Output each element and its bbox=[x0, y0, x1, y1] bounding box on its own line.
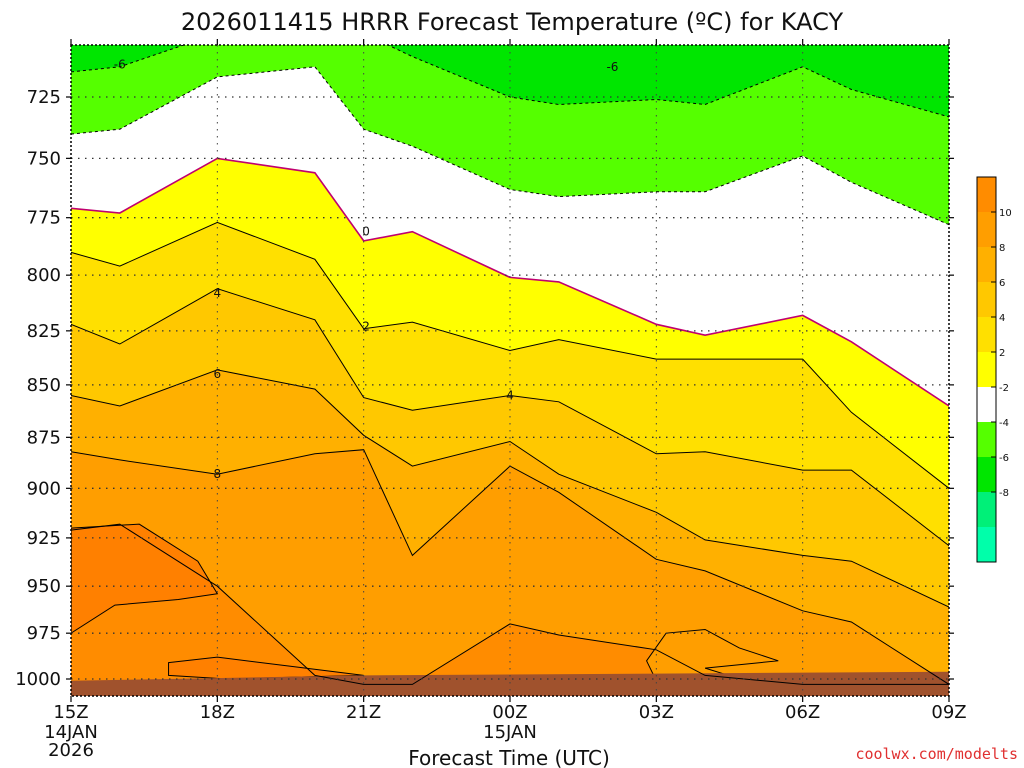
colorbar-swatch bbox=[977, 527, 996, 562]
axes: 725 750 775 800 825 850 875 900 925 950 975 1000 15Z… bbox=[15, 39, 967, 761]
x-tick-sublabel: 2026 bbox=[48, 740, 94, 761]
x-tick-sublabel: 14JAN bbox=[44, 722, 98, 743]
y-tick-label: 825 bbox=[27, 321, 61, 342]
contour-label: 0 bbox=[362, 225, 370, 239]
colorbar-tick-label: 2 bbox=[999, 348, 1005, 359]
colorbar-swatch bbox=[977, 212, 996, 247]
contour-label: 4 bbox=[214, 286, 222, 300]
isotherm-10 bbox=[71, 523, 949, 685]
y-tick-label: 800 bbox=[27, 265, 61, 286]
y-tick-label: 1000 bbox=[15, 669, 61, 690]
contour-label: 2 bbox=[362, 319, 370, 333]
x-tick-label: 09Z bbox=[931, 702, 966, 723]
credit-link[interactable]: coolwx.com/modelts bbox=[855, 745, 1018, 763]
isotherm-6 bbox=[71, 369, 949, 608]
x-tick-label: 06Z bbox=[785, 702, 820, 723]
colorbar-tick-label: 8 bbox=[999, 243, 1005, 254]
colorbar-swatch bbox=[977, 282, 996, 317]
chart-title: 2026011415 HRRR Forecast Temperature (ºC… bbox=[181, 8, 844, 36]
y-tick-label: 950 bbox=[27, 576, 61, 597]
colorbar-tick-label: -6 bbox=[999, 453, 1009, 464]
colorbar-swatch bbox=[977, 422, 996, 457]
warm-pocket-12 bbox=[71, 523, 219, 634]
colorbar-tick-label: -2 bbox=[999, 383, 1009, 394]
isotherm-2 bbox=[71, 221, 949, 489]
y-tick-label: 750 bbox=[27, 148, 61, 169]
colorbar: 10 8 6 4 2 -2 -4 -6 -8 bbox=[976, 176, 1012, 563]
y-tick-label: 775 bbox=[27, 208, 61, 229]
colorbar-swatch bbox=[977, 492, 996, 527]
colorbar-tick-label: 6 bbox=[999, 278, 1005, 289]
y-tick-label: 725 bbox=[27, 87, 61, 108]
contour-label: 8 bbox=[214, 467, 222, 481]
contour-label: 6 bbox=[214, 367, 222, 381]
colorbar-frame bbox=[976, 176, 997, 563]
y-tick-label: 975 bbox=[27, 623, 61, 644]
x-tick-label: 21Z bbox=[346, 702, 381, 723]
x-tick-label: 15Z bbox=[53, 702, 88, 723]
x-tick-label: 18Z bbox=[200, 702, 235, 723]
x-tick-sublabel: 15JAN bbox=[483, 722, 537, 743]
colorbar-tick-label: 4 bbox=[999, 313, 1005, 324]
x-axis-label: Forecast Time (UTC) bbox=[408, 746, 610, 768]
y-tick-label: 900 bbox=[27, 478, 61, 499]
y-tick-label: 850 bbox=[27, 375, 61, 396]
overlay-layer: -6 0 2 4 4 6 8 -6 bbox=[71, 45, 949, 696]
band-8-10 bbox=[71, 449, 949, 696]
colorbar-tick-label: 10 bbox=[999, 208, 1012, 219]
contour-label: 4 bbox=[506, 388, 514, 402]
contour-label: -6 bbox=[606, 60, 618, 74]
colorbar-swatch bbox=[977, 247, 996, 282]
colorbar-swatch bbox=[977, 457, 996, 492]
y-tick-label: 875 bbox=[27, 427, 61, 448]
colorbar-swatch bbox=[977, 317, 996, 352]
x-tick-label: 00Z bbox=[492, 702, 527, 723]
colorbar-tick-label: -4 bbox=[999, 418, 1009, 429]
contour-label: -6 bbox=[114, 57, 126, 71]
colorbar-swatch bbox=[977, 387, 996, 422]
x-tick-label: 03Z bbox=[639, 702, 674, 723]
colorbar-swatch bbox=[977, 352, 996, 387]
y-tick-label: 925 bbox=[27, 528, 61, 549]
colorbar-tick-label: -8 bbox=[999, 488, 1009, 499]
colorbar-swatch bbox=[977, 177, 996, 212]
plot-area bbox=[71, 45, 949, 696]
